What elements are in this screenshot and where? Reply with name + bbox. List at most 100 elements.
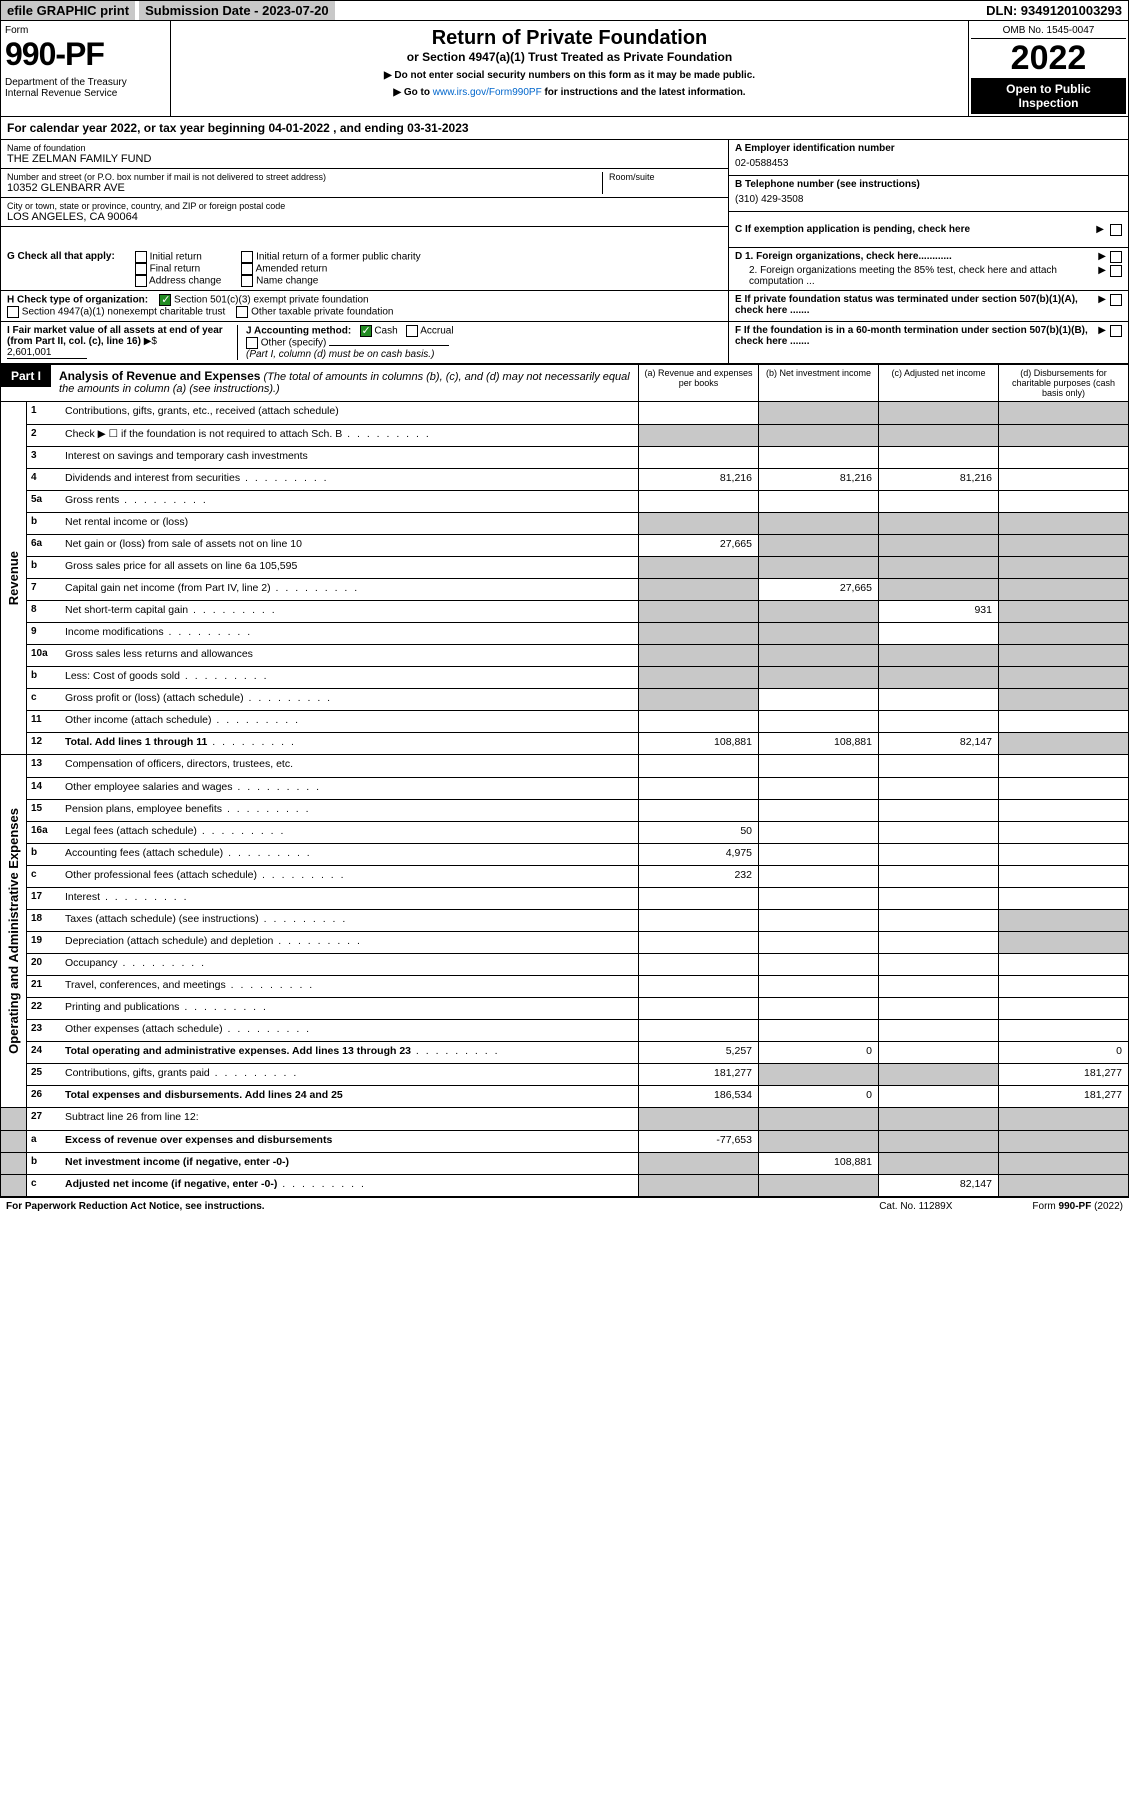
line-number: c [27, 1175, 61, 1196]
line-desc: Taxes (attach schedule) (see instruction… [61, 910, 638, 931]
e-checkbox[interactable] [1110, 294, 1122, 306]
section-h-row: H Check type of organization: Section 50… [0, 291, 1129, 322]
efile-label[interactable]: efile GRAPHIC print [1, 1, 135, 20]
amount-cell [758, 645, 878, 666]
calendar-year: For calendar year 2022, or tax year begi… [0, 117, 1129, 140]
h-opt1: Section 501(c)(3) exempt private foundat… [174, 295, 369, 306]
line-desc: Compensation of officers, directors, tru… [61, 755, 638, 777]
form-header: Form 990-PF Department of the Treasury I… [0, 21, 1129, 117]
g-amended-checkbox[interactable] [241, 263, 253, 275]
amount-cell [998, 976, 1128, 997]
amount-cell [878, 623, 998, 644]
h-other-checkbox[interactable] [236, 306, 248, 318]
amount-cell [638, 491, 758, 512]
j-accrual-checkbox[interactable] [406, 325, 418, 337]
line-number: b [27, 557, 61, 578]
table-row: 6aNet gain or (loss) from sale of assets… [27, 534, 1128, 556]
j-cash-checkbox[interactable] [360, 325, 372, 337]
line-desc: Total expenses and disbursements. Add li… [61, 1086, 638, 1107]
g-name-checkbox[interactable] [241, 275, 253, 287]
amount-cell [638, 645, 758, 666]
form-number: 990-PF [5, 36, 166, 73]
amount-cell [758, 1131, 878, 1152]
amount-cell [878, 447, 998, 468]
part1-table: Revenue 1Contributions, gifts, grants, e… [0, 402, 1129, 1197]
table-row: 23Other expenses (attach schedule) [27, 1019, 1128, 1041]
amount-cell [878, 1064, 998, 1085]
g-addr-checkbox[interactable] [135, 275, 147, 287]
amount-cell: 186,534 [638, 1086, 758, 1107]
table-row: 17Interest [27, 887, 1128, 909]
table-row: 16aLegal fees (attach schedule)50 [27, 821, 1128, 843]
footer-mid: Cat. No. 11289X [879, 1201, 952, 1212]
j-note: (Part I, column (d) must be on cash basi… [246, 349, 722, 360]
amount-cell [878, 535, 998, 556]
amount-cell [638, 1153, 758, 1174]
amount-cell [758, 491, 878, 512]
amount-cell [998, 733, 1128, 754]
dln: DLN: 93491201003293 [980, 1, 1128, 20]
table-row: 25Contributions, gifts, grants paid181,2… [27, 1063, 1128, 1085]
table-row: 15Pension plans, employee benefits [27, 799, 1128, 821]
amount-cell [638, 711, 758, 732]
amount-cell [758, 932, 878, 953]
amount-cell [758, 998, 878, 1019]
phone-value: (310) 429-3508 [735, 194, 1122, 205]
amount-cell [758, 778, 878, 799]
line-number: 9 [27, 623, 61, 644]
irs-link[interactable]: www.irs.gov/Form990PF [433, 87, 542, 98]
g-former-checkbox[interactable] [241, 251, 253, 263]
table-row: 13Compensation of officers, directors, t… [27, 755, 1128, 777]
j-other: Other (specify) [261, 338, 327, 349]
line-desc: Check ▶ ☐ if the foundation is not requi… [61, 425, 638, 446]
line-number: 19 [27, 932, 61, 953]
amount-cell [878, 998, 998, 1019]
amount-cell: 81,216 [878, 469, 998, 490]
foundation-addr: 10352 GLENBARR AVE [7, 182, 602, 194]
line-number: 27 [27, 1108, 61, 1130]
c-label: C If exemption application is pending, c… [735, 224, 1090, 235]
amount-cell [758, 822, 878, 843]
amount-cell [998, 866, 1128, 887]
line-desc: Adjusted net income (if negative, enter … [61, 1175, 638, 1196]
amount-cell [998, 689, 1128, 710]
amount-cell: 82,147 [878, 733, 998, 754]
f-checkbox[interactable] [1110, 325, 1122, 337]
g-initial-checkbox[interactable] [135, 251, 147, 263]
table-row: 10aGross sales less returns and allowanc… [27, 644, 1128, 666]
dept-label: Department of the Treasury Internal Reve… [5, 77, 166, 99]
amount-cell [638, 976, 758, 997]
d1-checkbox[interactable] [1110, 251, 1122, 263]
line-number: c [27, 689, 61, 710]
amount-cell [878, 1131, 998, 1152]
table-row: cOther professional fees (attach schedul… [27, 865, 1128, 887]
line-number: 2 [27, 425, 61, 446]
line-number: 6a [27, 535, 61, 556]
amount-cell [758, 689, 878, 710]
line-desc: Other professional fees (attach schedule… [61, 866, 638, 887]
amount-cell [998, 998, 1128, 1019]
form-label: Form [5, 25, 166, 36]
j-other-checkbox[interactable] [246, 337, 258, 349]
table-row: 27Subtract line 26 from line 12: [1, 1108, 1128, 1130]
amount-cell [758, 425, 878, 446]
h-501c3-checkbox[interactable] [159, 294, 171, 306]
amount-cell [638, 932, 758, 953]
amount-cell: 50 [638, 822, 758, 843]
table-row: 12Total. Add lines 1 through 11108,88110… [27, 732, 1128, 754]
h-opt3: Other taxable private foundation [251, 307, 393, 318]
h-4947-checkbox[interactable] [7, 306, 19, 318]
amount-cell [758, 667, 878, 688]
amount-cell [638, 1108, 758, 1130]
line-desc: Other expenses (attach schedule) [61, 1020, 638, 1041]
amount-cell [998, 755, 1128, 777]
g-final-checkbox[interactable] [135, 263, 147, 275]
table-row: 11Other income (attach schedule) [27, 710, 1128, 732]
amount-cell [998, 888, 1128, 909]
amount-cell [758, 1108, 878, 1130]
d2-checkbox[interactable] [1110, 265, 1122, 277]
c-checkbox[interactable] [1110, 224, 1122, 236]
line-number: 4 [27, 469, 61, 490]
line-desc: Income modifications [61, 623, 638, 644]
section-g-row: G Check all that apply: Initial return F… [0, 248, 1129, 291]
